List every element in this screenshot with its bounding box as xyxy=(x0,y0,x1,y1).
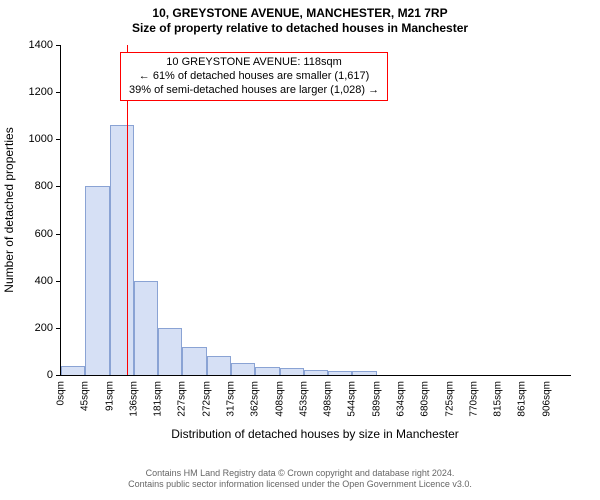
chart-title-address: 10, GREYSTONE AVENUE, MANCHESTER, M21 7R… xyxy=(0,6,600,21)
y-tick-label: 600 xyxy=(35,228,53,240)
y-tick-label: 1000 xyxy=(29,133,53,145)
y-tick-label: 200 xyxy=(35,322,53,334)
footer-line-2: Contains public sector information licen… xyxy=(0,479,600,490)
histogram-bar xyxy=(304,370,328,375)
annotation-line: 10 GREYSTONE AVENUE: 118sqm xyxy=(129,56,379,70)
chart-title-subtitle: Size of property relative to detached ho… xyxy=(0,21,600,36)
chart-titles: 10, GREYSTONE AVENUE, MANCHESTER, M21 7R… xyxy=(0,6,600,36)
x-tick-label: 725sqm xyxy=(444,381,455,417)
histogram-bar xyxy=(207,356,231,375)
histogram-bar xyxy=(231,363,255,375)
chart-container: 10, GREYSTONE AVENUE, MANCHESTER, M21 7R… xyxy=(0,0,600,500)
histogram-bar xyxy=(328,371,352,375)
histogram-bar xyxy=(182,347,206,375)
annotation-line: ← 61% of detached houses are smaller (1,… xyxy=(129,70,379,84)
histogram-bar xyxy=(134,281,158,375)
x-tick-label: 0sqm xyxy=(56,381,67,405)
x-tick-label: 680sqm xyxy=(420,381,431,417)
x-tick-label: 453sqm xyxy=(298,381,309,417)
y-tick-label: 1400 xyxy=(29,39,53,51)
histogram-bar xyxy=(85,186,109,375)
x-tick-label: 91sqm xyxy=(104,381,115,411)
y-tick-label: 800 xyxy=(35,180,53,192)
histogram-bar xyxy=(255,367,279,375)
y-tick-mark xyxy=(56,328,61,329)
histogram-bar xyxy=(61,366,85,375)
x-tick-label: 770sqm xyxy=(468,381,479,417)
footer-line-1: Contains HM Land Registry data © Crown c… xyxy=(0,468,600,479)
x-axis-label: Distribution of detached houses by size … xyxy=(60,427,570,441)
y-tick-label: 1200 xyxy=(29,86,53,98)
x-tick-label: 906sqm xyxy=(541,381,552,417)
x-tick-label: 589sqm xyxy=(371,381,382,417)
x-tick-label: 45sqm xyxy=(80,381,91,411)
footer-attribution: Contains HM Land Registry data © Crown c… xyxy=(0,468,600,491)
x-tick-label: 544sqm xyxy=(347,381,358,417)
x-tick-label: 317sqm xyxy=(226,381,237,417)
y-tick-mark xyxy=(56,234,61,235)
y-tick-mark xyxy=(56,186,61,187)
x-tick-label: 815sqm xyxy=(493,381,504,417)
y-tick-mark xyxy=(56,375,61,376)
y-tick-label: 0 xyxy=(47,369,53,381)
y-tick-mark xyxy=(56,281,61,282)
x-tick-label: 408sqm xyxy=(274,381,285,417)
y-tick-mark xyxy=(56,45,61,46)
x-tick-label: 136sqm xyxy=(128,381,139,417)
x-tick-label: 861sqm xyxy=(517,381,528,417)
histogram-bar xyxy=(158,328,182,375)
x-tick-label: 634sqm xyxy=(396,381,407,417)
y-tick-mark xyxy=(56,139,61,140)
histogram-bar xyxy=(280,368,304,375)
x-tick-label: 181sqm xyxy=(153,381,164,417)
y-tick-label: 400 xyxy=(35,275,53,287)
histogram-bar xyxy=(352,371,376,375)
histogram-bar xyxy=(110,125,134,375)
annotation-line: 39% of semi-detached houses are larger (… xyxy=(129,84,379,98)
x-tick-label: 227sqm xyxy=(177,381,188,417)
y-axis-label: Number of detached properties xyxy=(2,127,16,292)
y-tick-mark xyxy=(56,92,61,93)
x-tick-label: 498sqm xyxy=(323,381,334,417)
x-tick-label: 272sqm xyxy=(201,381,212,417)
annotation-box: 10 GREYSTONE AVENUE: 118sqm← 61% of deta… xyxy=(120,52,388,101)
x-tick-label: 362sqm xyxy=(250,381,261,417)
